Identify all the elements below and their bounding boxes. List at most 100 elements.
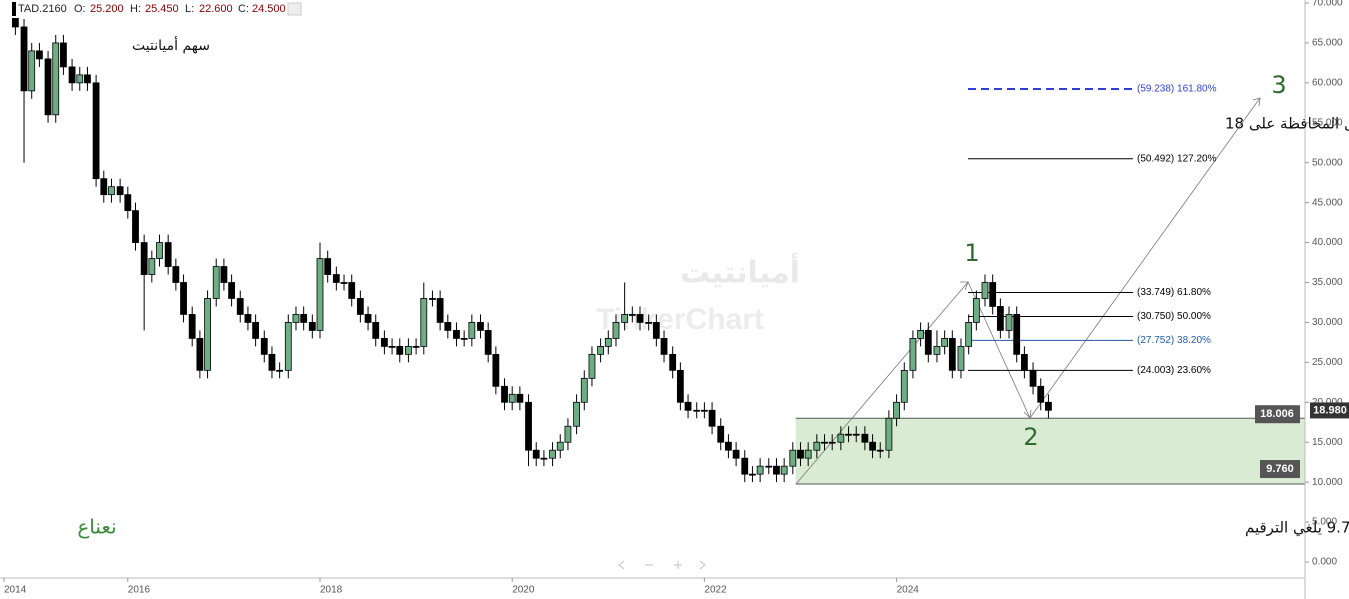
candle-body	[996, 306, 1004, 331]
candle-body	[861, 433, 869, 443]
candle-body	[180, 282, 187, 315]
candle-body	[1005, 314, 1013, 331]
nav-right[interactable]	[699, 560, 706, 570]
arrow-head	[960, 281, 969, 291]
candle-body	[924, 330, 932, 355]
candle-body	[276, 369, 284, 372]
wave-label: 2	[1023, 423, 1038, 451]
x-tick-label: 2024	[897, 585, 920, 596]
header-menu[interactable]	[287, 2, 302, 16]
candle-body	[252, 322, 260, 339]
header-key: O:	[74, 3, 86, 15]
candle-body	[965, 322, 973, 347]
header-key: L:	[185, 3, 194, 15]
header-marker	[12, 2, 16, 16]
candle-body	[316, 258, 324, 331]
candle-body	[76, 74, 84, 84]
candle-body	[188, 314, 196, 339]
candle-body	[564, 425, 572, 443]
candle-body	[1020, 353, 1028, 371]
candle-body	[220, 266, 228, 283]
candle-body	[669, 353, 677, 371]
y-tick-label: 30.000	[1312, 317, 1343, 328]
candle-body	[700, 409, 708, 412]
header-value: 25.200	[90, 3, 124, 15]
candle-body	[324, 258, 332, 275]
y-tick-label: 35.000	[1312, 277, 1343, 288]
candle-body	[749, 473, 756, 476]
target-note: الأهداف أمامنا في حال المحافظة على 18	[1225, 114, 1349, 134]
y-tick-label: 15.000	[1312, 437, 1343, 448]
signature: نعناع	[77, 515, 116, 539]
candle-body	[516, 393, 524, 403]
candle-body	[484, 330, 492, 355]
candle-body	[652, 322, 660, 339]
candle-body	[100, 178, 108, 196]
candle-body	[405, 345, 412, 355]
nav-zoom-in[interactable]	[674, 561, 682, 569]
candle-body	[108, 186, 115, 196]
header-value: 24.500	[252, 3, 286, 15]
header-bg	[0, 0, 302, 18]
candle-body	[837, 433, 845, 443]
candle-body	[1045, 401, 1052, 411]
candle-body	[396, 345, 404, 355]
candle-body	[460, 337, 468, 340]
y-tick-label: 20.000	[1312, 397, 1343, 408]
arrow-head	[1252, 97, 1261, 107]
candle-body	[981, 282, 989, 299]
nav-toolbar	[618, 560, 706, 570]
candle-body	[148, 258, 156, 275]
y-tick-label: 5.000	[1312, 517, 1337, 528]
ticker: TAD.2160	[18, 3, 67, 15]
x-tick-label: 2016	[128, 585, 151, 596]
candle-body	[420, 298, 428, 347]
nav-left[interactable]	[618, 560, 625, 570]
candle-body	[676, 369, 684, 403]
candle-body	[84, 74, 91, 84]
candle-body	[604, 337, 612, 347]
x-tick-label: 2014	[4, 585, 27, 596]
candle-body	[780, 465, 788, 475]
candle-body	[628, 314, 636, 316]
candle-body	[372, 322, 380, 339]
chart-title: سهم أميانتيت	[132, 36, 210, 54]
candle-layer	[11, 3, 1052, 483]
candle-body	[364, 314, 372, 323]
candle-body	[972, 298, 980, 323]
candle-body	[28, 50, 36, 92]
candle-body	[621, 314, 629, 323]
last-price-tag	[1310, 402, 1349, 419]
header-value: 22.600	[199, 3, 233, 15]
candle-body	[1013, 314, 1021, 355]
candle-body	[356, 298, 364, 315]
candle-body	[501, 385, 508, 403]
candle-body	[756, 465, 764, 475]
candle-body	[308, 322, 316, 331]
candle-body	[725, 441, 732, 451]
y-tick-label: 55.000	[1312, 117, 1343, 128]
candle-body	[268, 353, 276, 371]
candle-body	[380, 337, 388, 347]
candle-body	[300, 314, 308, 323]
candle-body	[332, 274, 340, 283]
wave-lines	[795, 97, 1261, 485]
candle-body	[116, 186, 124, 196]
candle-body	[164, 242, 172, 267]
candle-body	[132, 210, 139, 243]
candle-body	[508, 393, 516, 403]
wave-label: 1	[964, 239, 979, 267]
axis-layer: 0.000 5.000 10.000 15.000 20.000 25.000 30.000…	[3, 0, 1349, 596]
candle-body	[52, 42, 60, 116]
candle-body	[941, 337, 949, 347]
candle-body	[900, 369, 908, 403]
candle-body	[204, 298, 211, 371]
candle-body	[549, 449, 556, 459]
candle-body	[804, 449, 812, 459]
candle-body	[869, 441, 876, 451]
candle-body	[773, 465, 780, 475]
candle-body	[212, 266, 220, 299]
fib-label: (27.752) 38.20%	[1137, 335, 1211, 346]
